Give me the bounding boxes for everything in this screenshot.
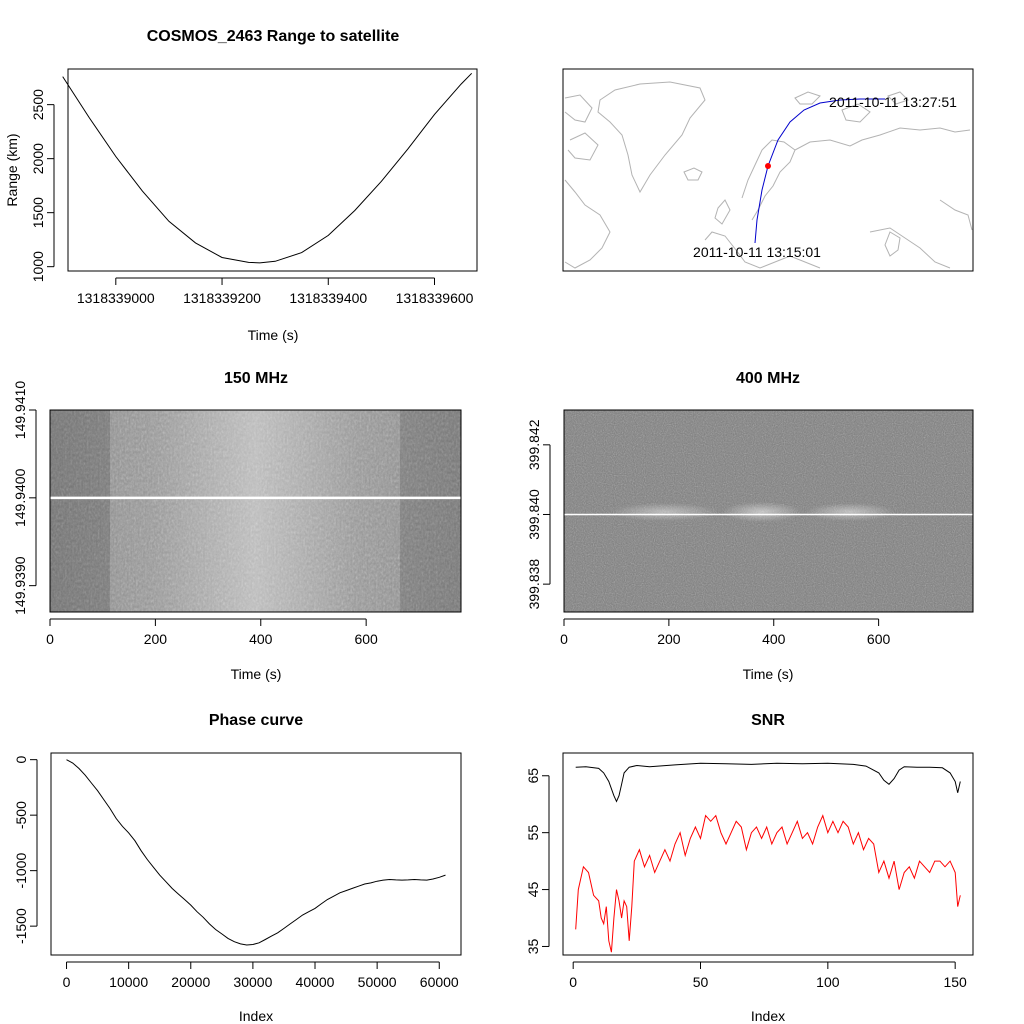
spectrogram-400-plot-box (563, 409, 974, 613)
coastline-iceland (683, 167, 703, 181)
phase-y-tick-label: 0 (13, 756, 29, 764)
spectrogram-150-y-axis: 149.9390 149.9400 149.9410 (12, 381, 37, 615)
s150-y-tick-label: 149.9400 (12, 468, 28, 527)
s400-x-tick-label: 200 (657, 631, 681, 647)
phase-y-tick-label: -1500 (13, 908, 29, 944)
coastline-arctic-islands (794, 91, 909, 123)
spectrogram-150-x-axis: 0 200 400 600 (46, 618, 378, 647)
phase-series (66, 759, 446, 946)
coastline-north-america (564, 179, 611, 269)
snr-series-2-line (575, 814, 961, 953)
spectrogram-150-title: 150 MHz (224, 370, 288, 387)
phase-x-tick-label: 40000 (296, 974, 335, 990)
range-x-axis: 1318339000 1318339200 1318339400 1318339600 (77, 277, 474, 306)
phase-plot-box (50, 752, 462, 956)
phase-x-axis: 0 10000 20000 30000 40000 50000 60000 (63, 961, 459, 990)
s400-x-tick-label: 400 (762, 631, 786, 647)
s150-y-tick-label: 149.9410 (12, 381, 28, 440)
range-y-tick-label: 2000 (30, 143, 46, 174)
s400-x-tick-label: 600 (867, 631, 891, 647)
s400-y-tick-label: 399.840 (526, 489, 542, 540)
satellite-ground-track (754, 98, 885, 244)
snr-y-tick-label: 45 (525, 882, 541, 898)
phase-x-tick-label: 20000 (171, 974, 210, 990)
s150-x-tick-label: 200 (144, 631, 168, 647)
range-y-axis: 1000 1500 2000 2500 (30, 89, 55, 282)
phase-x-tick-label: 10000 (109, 974, 148, 990)
phase-y-tick-label: -500 (13, 801, 29, 829)
range-series-1-line (62, 72, 473, 264)
s150-x-tick-label: 400 (249, 631, 273, 647)
spectrogram-150-x-label: Time (s) (231, 666, 282, 682)
map-end-time-label: 2011-10-11 13:27:51 (829, 94, 957, 110)
spectrogram-150-plot-box (49, 409, 462, 613)
range-x-label: Time (s) (248, 327, 299, 343)
range-panel: COSMOS_2463 Range to satellite 131833900… (4, 28, 478, 343)
snr-series-1-line (575, 762, 961, 803)
map-start-time-label: 2011-10-11 13:15:01 (693, 244, 821, 260)
coastline-arctic-canada (564, 94, 599, 161)
phase-x-tick-label: 60000 (420, 974, 459, 990)
coastline-caspian (884, 231, 901, 257)
snr-series (575, 762, 961, 953)
snr-panel: SNR 0 50 100 150 35 45 55 65 Index (525, 712, 974, 1024)
coastline-asia-east (869, 199, 973, 269)
snr-x-tick-label: 150 (943, 974, 967, 990)
phase-x-tick-label: 30000 (233, 974, 272, 990)
coastline-europe (704, 231, 821, 269)
map-coastlines (564, 81, 973, 269)
snr-x-tick-label: 0 (569, 974, 577, 990)
snr-y-tick-label: 55 (525, 825, 541, 841)
snr-title: SNR (751, 712, 785, 729)
s400-x-tick-label: 0 (560, 631, 568, 647)
phase-y-axis: 0 -500 -1000 -1500 (13, 756, 38, 944)
range-y-tick-label: 1500 (30, 197, 46, 228)
phase-title: Phase curve (209, 712, 303, 729)
snr-x-label: Index (751, 1008, 785, 1024)
coastline-russia (794, 127, 971, 151)
s150-x-tick-label: 0 (46, 631, 54, 647)
snr-x-tick-label: 50 (693, 974, 709, 990)
phase-y-tick-label: -1000 (13, 853, 29, 889)
range-x-tick-label: 1318339000 (77, 290, 155, 306)
phase-x-tick-label: 0 (63, 974, 71, 990)
range-y-tick-label: 2500 (30, 89, 46, 120)
phase-x-tick-label: 50000 (358, 974, 397, 990)
spectrogram-400-x-label: Time (s) (743, 666, 794, 682)
phase-x-label: Index (239, 1008, 273, 1024)
range-x-tick-label: 1318339600 (396, 290, 474, 306)
satellite-position-marker (765, 163, 771, 169)
s150-y-tick-label: 149.9390 (12, 556, 28, 615)
range-series (62, 72, 473, 264)
snr-x-tick-label: 100 (816, 974, 840, 990)
phase-series-1-line (66, 759, 446, 946)
spectrogram-400-title: 400 MHz (736, 370, 800, 387)
spectrogram-400-y-axis: 399.838 399.840 399.842 (526, 419, 551, 610)
snr-x-axis: 0 50 100 150 (569, 961, 967, 990)
map-panel: 2011-10-11 13:27:51 2011-10-11 13:15:01 (562, 68, 974, 272)
snr-plot-box (562, 752, 974, 956)
range-x-tick-label: 1318339400 (289, 290, 367, 306)
spectrogram-400-panel: 400 MHz 0 200 400 600 399.838 399.840 399.842… (526, 370, 974, 682)
s400-y-tick-label: 399.842 (526, 419, 542, 470)
coastline-greenland (597, 81, 706, 194)
spectrogram-400-image (564, 410, 973, 612)
spectrogram-400-x-axis: 0 200 400 600 (560, 618, 891, 647)
snr-y-tick-label: 65 (525, 768, 541, 784)
range-y-tick-label: 1000 (30, 251, 46, 282)
snr-y-axis: 35 45 55 65 (525, 768, 550, 954)
spectrogram-150-image (50, 410, 461, 612)
range-plot-box (67, 68, 478, 272)
spectrogram-150-panel: 150 MHz 0 200 400 600 149.9390149.9400149.9… (12, 370, 462, 682)
range-y-label: Range (km) (4, 133, 20, 206)
range-title: COSMOS_2463 Range to satellite (147, 28, 400, 45)
s150-x-tick-label: 600 (354, 631, 378, 647)
snr-y-tick-label: 35 (525, 938, 541, 954)
range-x-tick-label: 1318339200 (183, 290, 261, 306)
s400-y-tick-label: 399.838 (526, 559, 542, 610)
phase-panel: Phase curve 0 10000 20000 30000 40000 50000 60… (13, 712, 462, 1024)
